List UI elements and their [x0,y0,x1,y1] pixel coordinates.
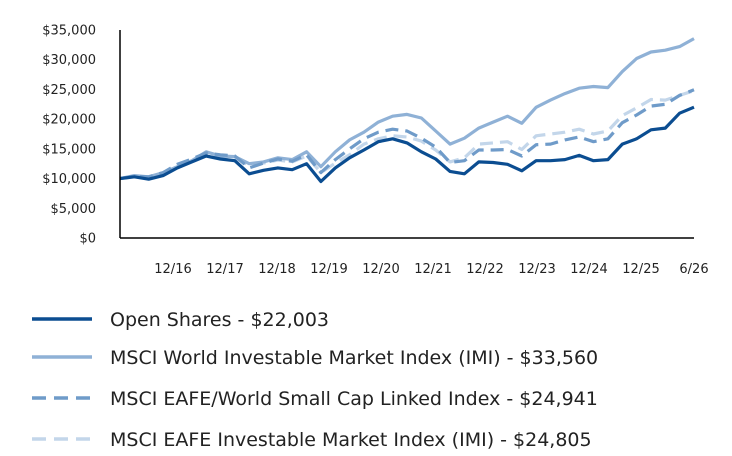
x-tick-label: 12/21 [414,262,451,277]
x-tick-label: 12/18 [258,262,295,277]
legend-label: MSCI EAFE/World Small Cap Linked Index -… [110,388,598,410]
legend: Open Shares - $22,003 MSCI World Investab… [32,309,598,451]
y-tick-label: $5,000 [51,202,97,217]
x-tick-label: 12/20 [362,262,399,277]
x-tick-label: 12/25 [622,262,659,277]
y-tick-label: $20,000 [42,113,96,128]
y-axis-ticks: $0 $5,000 $10,000 $15,000 $20,000 $25,000 $30,… [42,24,96,247]
y-tick-label: $0 [79,232,96,247]
y-tick-label: $30,000 [42,53,96,68]
x-tick-label: 12/23 [518,262,555,277]
x-tick-label: 12/16 [154,262,191,277]
legend-label: MSCI EAFE Investable Market Index (IMI) … [110,429,592,451]
series-lines [119,37,695,184]
y-tick-label: $10,000 [42,172,96,187]
x-tick-label: 12/22 [466,262,503,277]
y-tick-label: $15,000 [42,142,96,157]
series-line-4 [119,89,695,181]
series-line-3 [119,88,695,181]
x-tick-label: 6/26 [679,262,708,277]
series-line-1 [119,105,695,184]
y-tick-label: $25,000 [42,83,96,98]
x-tick-label: 12/24 [570,262,607,277]
x-tick-label: 12/17 [206,262,243,277]
y-tick-label: $35,000 [42,24,96,39]
legend-label: MSCI World Investable Market Index (IMI)… [110,347,598,369]
legend-label: Open Shares - $22,003 [110,309,329,331]
x-tick-label: 12/19 [310,262,347,277]
x-axis-ticks: 12/16 12/17 12/18 12/19 12/20 12/21 12/22 12/23… [154,262,708,277]
